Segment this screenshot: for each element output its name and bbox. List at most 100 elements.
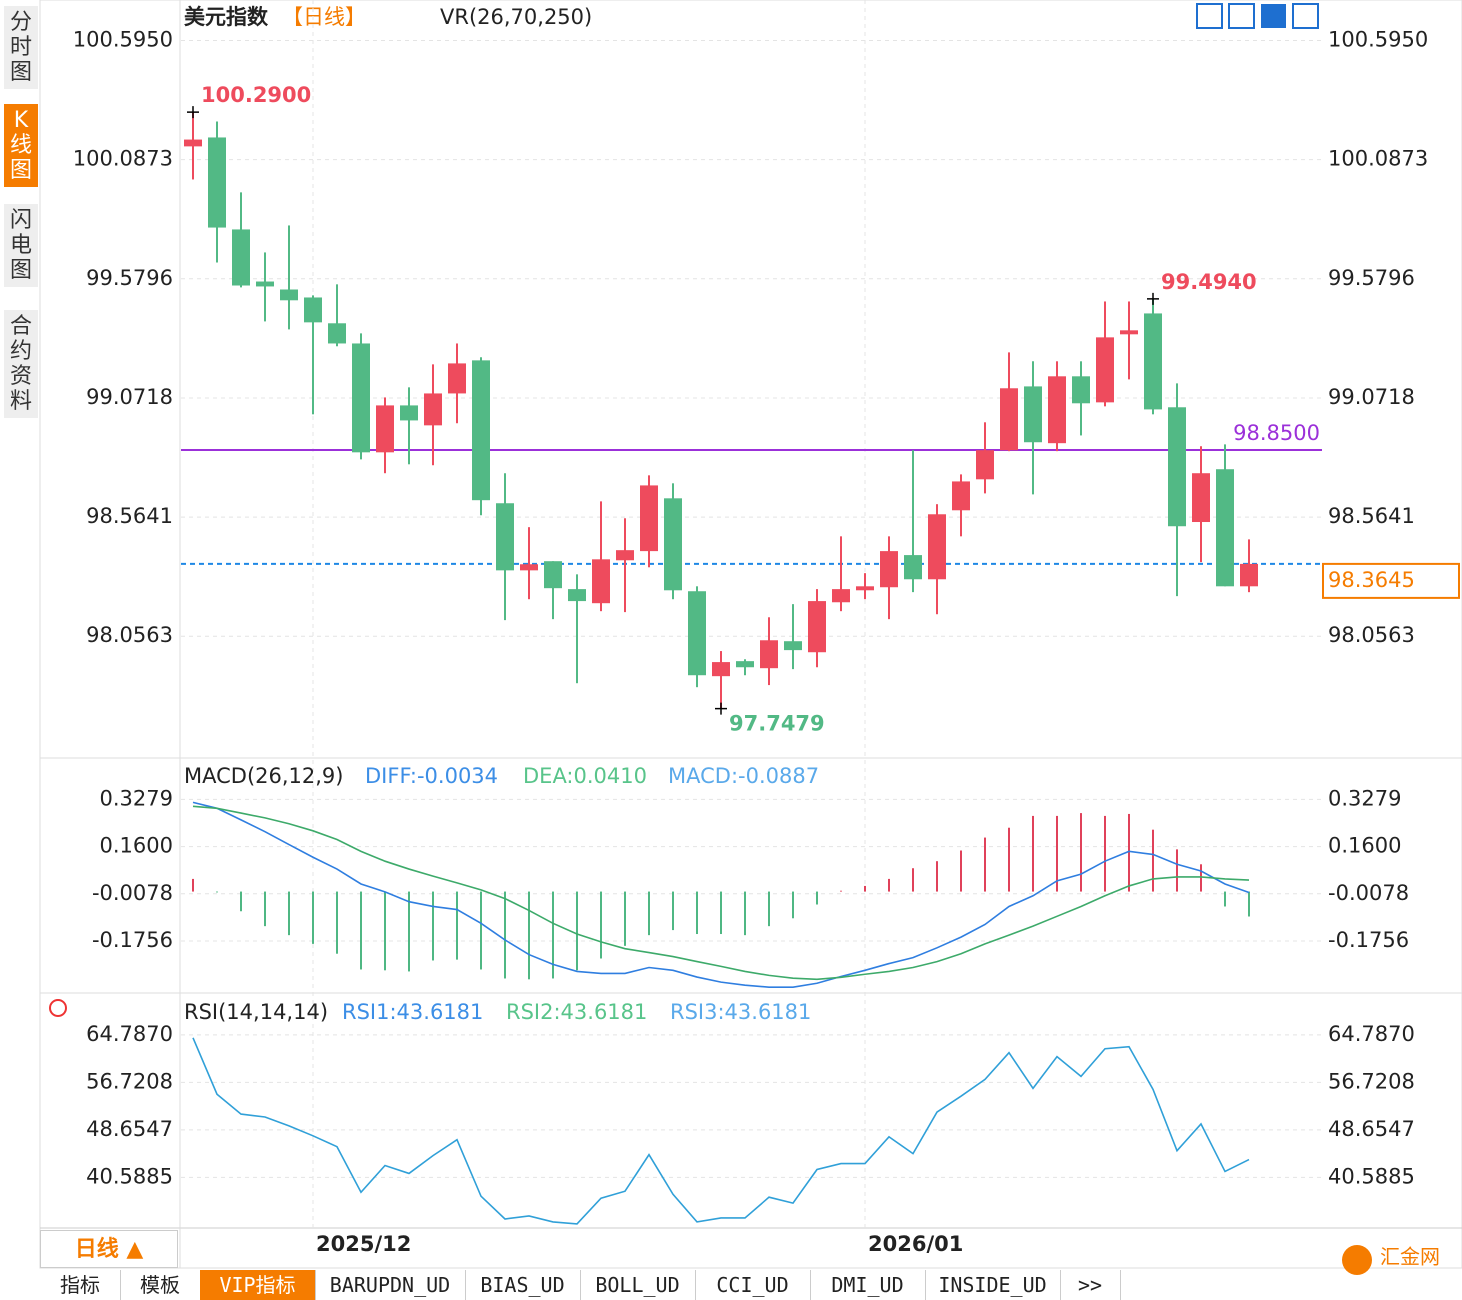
y-tick-label: 64.7870 [86, 1022, 173, 1046]
legend: RSI2:43.6181 [506, 1000, 647, 1024]
x-tick-label: 2025/12 [316, 1232, 411, 1256]
tab[interactable]: CCI_UD [695, 1270, 811, 1300]
candle-body [232, 229, 250, 286]
candle-body [376, 405, 394, 453]
side-tab[interactable]: 合约资料 [4, 310, 38, 418]
y-tick-label: 98.0563 [1328, 623, 1415, 647]
candle-body [664, 498, 682, 591]
icon[interactable] [1292, 3, 1319, 29]
y-tick-label: -0.1756 [1328, 928, 1409, 952]
candle-body [904, 555, 922, 580]
period: 【日线】 [282, 5, 366, 29]
tab[interactable]: 指标 [40, 1270, 121, 1300]
candle-body [1216, 469, 1234, 587]
y-tick-label: 0.1600 [1328, 834, 1401, 858]
icon[interactable] [1228, 3, 1255, 29]
tab[interactable]: 模板 [120, 1270, 201, 1300]
candle-body [1168, 407, 1186, 527]
extreme-label: 100.2900 [201, 83, 311, 107]
tab[interactable]: BOLL_UD [580, 1270, 696, 1300]
candle-body [832, 589, 850, 603]
legend: RSI3:43.6181 [670, 1000, 811, 1024]
y-tick-label: 0.3279 [100, 786, 173, 810]
legend: DEA:0.0410 [523, 764, 647, 788]
x-tick-label: 2026/01 [868, 1232, 963, 1256]
candle-body [760, 640, 778, 669]
candle-body [736, 661, 754, 668]
candle-body [1024, 386, 1042, 443]
y-tick-label: 100.5950 [1328, 28, 1428, 52]
reference-label: 98.8500 [1233, 421, 1320, 445]
candle-body [208, 137, 226, 228]
series-line [192, 805, 1250, 981]
last-price-label: 98.3645 [1328, 568, 1415, 592]
y-tick-label: 99.0718 [86, 385, 173, 409]
side-tab[interactable]: 闪电图 [4, 204, 38, 287]
y-tick-label: -0.1756 [92, 928, 173, 952]
candle-body [1072, 376, 1090, 404]
tab[interactable]: DMI_UD [810, 1270, 926, 1300]
settings-icon[interactable] [49, 999, 67, 1017]
y-tick-label: 99.5796 [1328, 266, 1415, 290]
y-tick-label: 100.0873 [1328, 147, 1428, 171]
y-tick-label: 98.5641 [86, 504, 173, 528]
title: MACD(26,12,9) [184, 764, 344, 788]
y-tick-label: 98.5641 [1328, 504, 1415, 528]
candle-body [1240, 563, 1258, 587]
candle-body [544, 561, 562, 589]
y-tick-label: 48.6547 [1328, 1117, 1415, 1141]
candle-body [928, 514, 946, 580]
candle-body [1096, 337, 1114, 403]
candle-body [1000, 388, 1018, 451]
title: 美元指数 [184, 5, 269, 29]
tab[interactable]: >> [1060, 1270, 1121, 1300]
candle-body [952, 481, 970, 511]
y-tick-label: 100.0873 [73, 147, 173, 171]
extreme-label: 99.4940 [1161, 270, 1257, 294]
title: RSI(14,14,14) [184, 1000, 328, 1024]
extreme-marker [1147, 292, 1159, 305]
side-tab[interactable]: 分时图 [4, 6, 38, 89]
candle-body [592, 559, 610, 604]
legend: MACD:-0.0887 [668, 764, 819, 788]
tab[interactable]: BIAS_UD [465, 1270, 581, 1300]
logo: 汇金网 [1380, 1245, 1440, 1269]
tab[interactable]: INSIDE_UD [925, 1270, 1061, 1300]
extreme-marker [187, 106, 199, 119]
icon[interactable] [1196, 3, 1223, 29]
candle-body [472, 360, 490, 501]
candle-body [1192, 473, 1210, 523]
legend: RSI1:43.6181 [342, 1000, 483, 1024]
side-tab[interactable]: K线图 [4, 104, 38, 187]
candle-body [256, 281, 274, 287]
frame [39, 0, 1462, 1269]
y-tick-label: 48.6547 [86, 1117, 173, 1141]
y-tick-label: 40.5885 [86, 1164, 173, 1188]
candle-body [856, 586, 874, 591]
candle-body [616, 550, 634, 561]
logo-icon [1342, 1245, 1372, 1275]
y-tick-label: -0.0078 [92, 881, 173, 905]
candle-body [568, 589, 586, 602]
y-tick-label: 56.7208 [86, 1069, 173, 1093]
candle-body [784, 641, 802, 651]
y-tick-label: 40.5885 [1328, 1164, 1415, 1188]
toolbar-icons[interactable] [1196, 3, 1319, 29]
tab[interactable]: VIP指标 [200, 1270, 316, 1300]
candle-body [880, 551, 898, 588]
candle-body [808, 601, 826, 653]
legend: DIFF:-0.0034 [365, 764, 498, 788]
candle-body [280, 289, 298, 301]
y-tick-label: 0.3279 [1328, 786, 1401, 810]
period-box[interactable]: 日线 ▲ [40, 1230, 178, 1268]
candle-body [496, 503, 514, 571]
candle-body [520, 564, 538, 571]
tab[interactable]: BARUPDN_UD [315, 1270, 466, 1300]
series-line [192, 1037, 1250, 1225]
candle-body [1120, 330, 1138, 335]
y-tick-label: 0.1600 [100, 834, 173, 858]
candle-body [184, 139, 202, 147]
icon[interactable] [1261, 4, 1286, 28]
candle-body [304, 297, 322, 323]
